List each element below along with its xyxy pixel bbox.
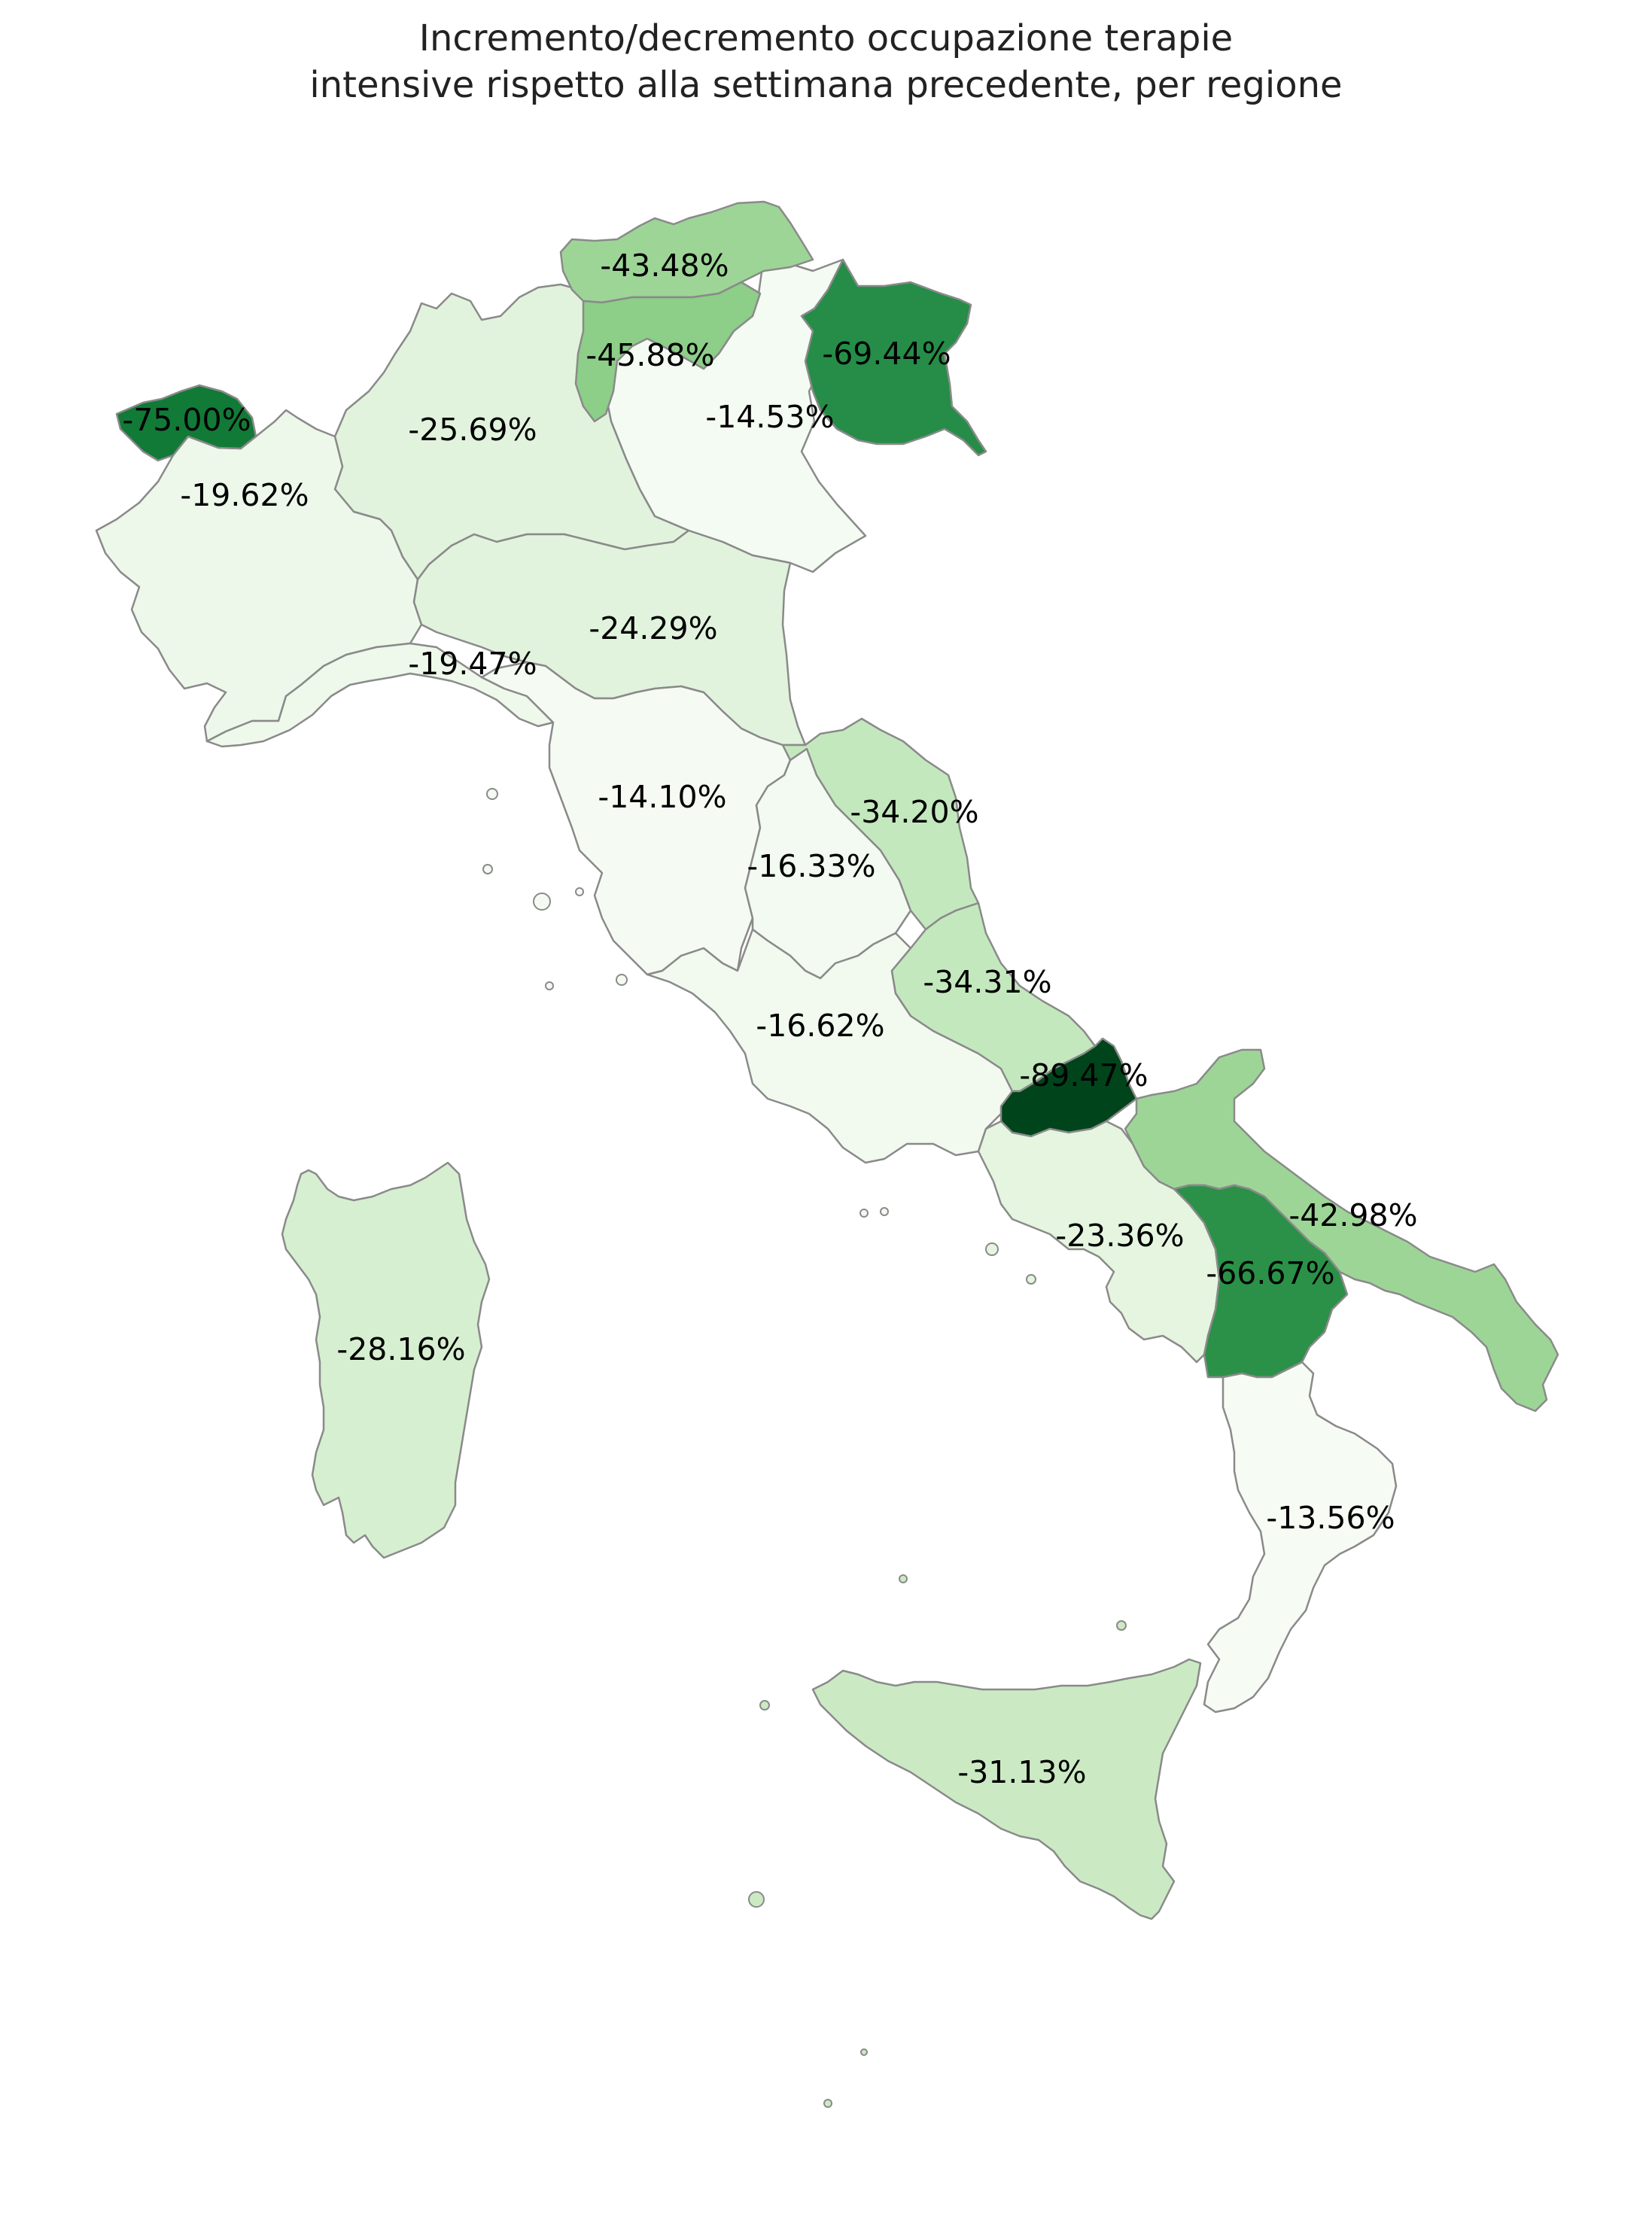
region-label-lazio: -16.62%: [756, 1008, 884, 1044]
region-label-molise: -89.47%: [1019, 1057, 1148, 1093]
islet: [575, 887, 584, 896]
islet: [545, 981, 554, 990]
region-label-valle-d-aosta: -75.00%: [122, 402, 251, 438]
islet: [880, 1207, 889, 1216]
region-label-campania: -23.36%: [1055, 1218, 1184, 1254]
region-label-sicilia: -31.13%: [957, 1754, 1086, 1790]
labels-layer: -75.00% -19.62% -25.69% -43.48% -45.88% …: [122, 248, 1417, 1790]
region-label-umbria: -16.33%: [747, 848, 875, 884]
region-label-sardegna: -28.16%: [336, 1331, 465, 1367]
region-liguria[interactable]: [205, 642, 555, 748]
map-title: Incremento/decremento occupazione terapi…: [0, 15, 1652, 108]
islet: [899, 1574, 908, 1583]
map-title-line-1: Incremento/decremento occupazione terapi…: [418, 17, 1234, 59]
region-sicilia[interactable]: [811, 1658, 1202, 1920]
islet: [759, 1700, 770, 1711]
region-friuli-venezia-giulia[interactable]: [800, 258, 987, 457]
region-trento[interactable]: [574, 281, 762, 423]
regions-layer: [95, 200, 1559, 1920]
region-label-piemonte: -19.62%: [180, 477, 309, 513]
region-label-liguria: -19.47%: [408, 646, 537, 682]
islet: [823, 2099, 832, 2108]
region-label-emilia-romagna: -24.29%: [589, 610, 717, 646]
region-label-lombardia: -25.69%: [408, 412, 537, 448]
region-label-bolzano: -43.48%: [600, 248, 729, 284]
islet: [860, 2048, 868, 2056]
islet: [616, 974, 628, 986]
region-sardegna[interactable]: [281, 1161, 491, 1559]
region-label-marche: -34.20%: [850, 794, 978, 830]
region-label-toscana: -14.10%: [598, 779, 726, 815]
region-label-friuli-venezia-giulia: -69.44%: [822, 336, 951, 372]
region-valle-d-aosta[interactable]: [115, 384, 257, 462]
region-label-veneto: -14.53%: [705, 399, 834, 435]
region-label-trento: -45.88%: [586, 337, 714, 373]
islet: [748, 1891, 765, 1908]
region-label-basilicata: -66.67%: [1206, 1255, 1334, 1291]
islets-layer: [482, 788, 1127, 2108]
islet: [533, 893, 551, 911]
region-label-puglia: -42.98%: [1288, 1197, 1417, 1233]
map-title-line-2: intensive rispetto alla settimana preced…: [309, 64, 1343, 106]
islet: [1026, 1274, 1036, 1285]
islet: [859, 1209, 869, 1218]
islet: [985, 1242, 999, 1256]
region-label-calabria: -13.56%: [1266, 1500, 1395, 1536]
islet: [482, 864, 493, 874]
region-label-abruzzo: -34.31%: [923, 964, 1051, 1000]
region-basilicata[interactable]: [1173, 1184, 1349, 1379]
region-calabria[interactable]: [1203, 1361, 1398, 1714]
region-marche[interactable]: [781, 717, 980, 931]
islet: [1116, 1620, 1127, 1631]
islet: [486, 788, 498, 800]
